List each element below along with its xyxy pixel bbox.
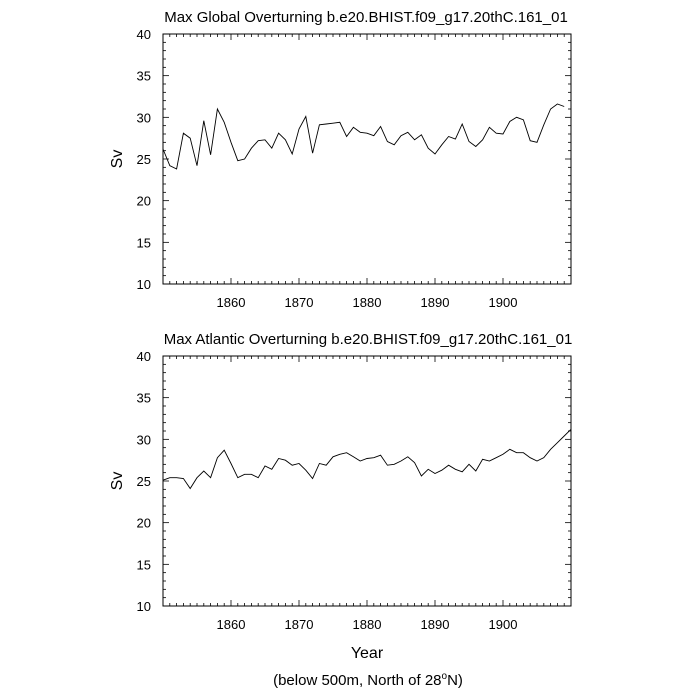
x-tick-label: 1890	[421, 295, 450, 310]
x-tick-label: 1880	[353, 617, 382, 632]
plot-frame	[162, 33, 572, 285]
chart-title: Max Global Overturning b.e20.BHIST.f09_g…	[164, 9, 568, 26]
y-tick-label: 10	[137, 599, 151, 614]
y-tick-label: 35	[137, 69, 151, 84]
x-tick-label: 1870	[285, 617, 314, 632]
x-tick-labels: 1860 1870 1880 1890 1900	[217, 617, 518, 632]
x-tick-label: 1890	[421, 617, 450, 632]
x-tick-label: 1880	[353, 295, 382, 310]
y-tick-label: 25	[137, 152, 151, 167]
y-tick-label: 40	[137, 27, 151, 42]
y-tick-label: 20	[137, 194, 151, 209]
x-tick-label: 1900	[489, 617, 518, 632]
footnote: (below 500m, North of 28oN)	[273, 671, 463, 689]
y-tick-label: 35	[137, 391, 151, 406]
series-line-atlantic	[162, 428, 572, 490]
y-tick-label: 40	[137, 349, 151, 364]
y-tick-label: 15	[137, 557, 151, 572]
y-axis-label: Sv	[109, 150, 126, 169]
y-tick-label: 15	[137, 235, 151, 250]
x-axis-label: Year	[351, 645, 384, 662]
x-tick-label: 1900	[489, 295, 518, 310]
footnote-text-before: (below 500m, North of 28	[273, 672, 441, 689]
footnote-superscript: o	[442, 671, 448, 682]
x-tick-label: 1870	[285, 295, 314, 310]
tick-marks	[162, 355, 572, 607]
chart-title: Max Atlantic Overturning b.e20.BHIST.f09…	[164, 331, 573, 348]
global-overturning-panel: Max Global Overturning b.e20.BHIST.f09_g…	[109, 9, 572, 310]
x-tick-label: 1860	[217, 617, 246, 632]
y-tick-labels: 10 15 20 25 30 35 40	[137, 27, 151, 292]
y-tick-label: 20	[137, 516, 151, 531]
y-tick-label: 10	[137, 277, 151, 292]
plot-frame	[162, 355, 572, 607]
footnote-text-after: N)	[447, 672, 463, 689]
series-line-global	[162, 103, 565, 170]
y-tick-label: 30	[137, 110, 151, 125]
y-axis-label: Sv	[109, 472, 126, 491]
y-tick-label: 30	[137, 432, 151, 447]
x-tick-label: 1860	[217, 295, 246, 310]
x-tick-labels: 1860 1870 1880 1890 1900	[217, 295, 518, 310]
tick-marks	[162, 33, 572, 285]
y-tick-label: 25	[137, 474, 151, 489]
y-tick-labels: 10 15 20 25 30 35 40	[137, 349, 151, 614]
atlantic-overturning-panel: Max Atlantic Overturning b.e20.BHIST.f09…	[109, 331, 572, 662]
